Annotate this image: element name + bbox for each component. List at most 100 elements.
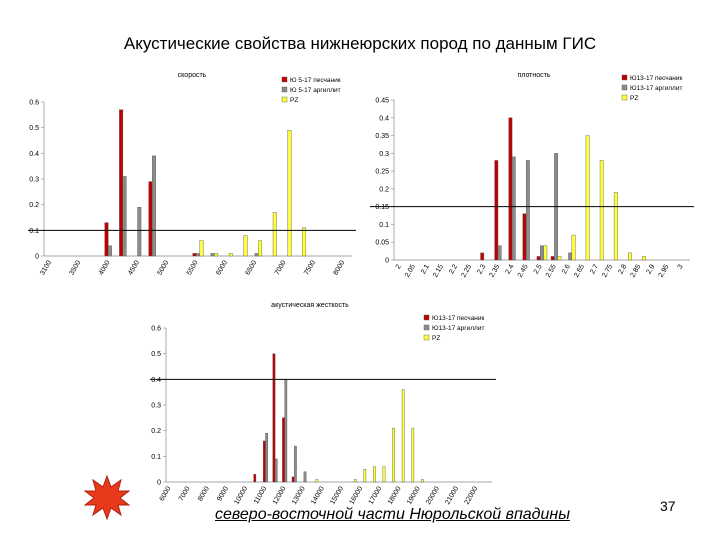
x-tick-label: 2.15 [432,263,445,278]
x-tick-label: 2.85 [630,263,643,278]
bar [411,427,415,483]
bar [642,256,646,261]
bar [353,479,357,483]
y-tick-label: 0.05 [375,240,389,247]
legend-label: Ю13-17 песчаник [432,315,485,322]
bar [228,253,233,257]
x-tick-label: 2.2 [448,263,459,275]
bar [536,256,541,261]
bar [613,192,618,261]
y-tick-label: 0.6 [151,326,161,333]
legend-swatch [621,94,628,101]
x-tick-label: 8000 [333,259,347,276]
bar [263,440,266,483]
bar [119,109,124,257]
x-tick-label: 18000 [387,485,403,505]
bar [585,135,590,261]
y-tick-label: 0.2 [29,202,39,209]
bar [628,252,632,261]
y-tick-label: 0.4 [379,115,389,122]
legend-label: Ю 5-17 аргиллит [290,87,341,94]
chart-title: акустическая жесткость [271,302,349,309]
x-tick-label: 20000 [425,485,441,505]
x-tick-label: 21000 [444,485,460,505]
chart-title: скорость [178,72,207,79]
bar [421,479,424,483]
page-number: 37 [660,498,676,514]
x-tick-label: 7500 [303,259,317,276]
legend-swatch [621,74,628,81]
x-tick-label: 2.1 [420,263,431,275]
x-tick-label: 2.45 [517,263,530,278]
bar [480,252,485,261]
slide-title: Акустические свойства нижнеюрских пород … [123,34,597,53]
x-tick-label: 19000 [406,485,422,505]
x-tick-label: 16000 [348,485,364,505]
y-tick-label: 0.3 [29,177,39,184]
x-tick-label: 22000 [464,485,480,505]
bar [210,253,215,257]
x-tick-label: 4000 [98,259,112,276]
x-tick-label: 6000 [215,259,229,276]
bar [571,234,576,261]
legend-swatch [423,324,430,331]
bar [152,155,156,257]
x-tick-label: 2.65 [573,263,586,278]
legend-swatch [423,334,430,341]
x-tick-label: 3100 [39,259,53,276]
x-tick-label: 6500 [245,259,259,276]
velocity-chart: скорость 0 0.1 0.2 0.3 0.4 0.5 0.6 3100 3500 4000 4… [28,72,356,276]
y-tick-label: 0.5 [151,351,161,358]
x-tick-label: 2.05 [404,263,417,278]
y-tick-label: 0.4 [29,151,39,158]
y-tick-label: 0.1 [29,228,39,235]
bar [401,389,405,483]
bar [148,181,153,257]
y-tick-label: 0.15 [375,204,389,211]
y-tick-label: 0.3 [151,403,161,410]
x-tick-label: 2.95 [658,263,671,278]
bar [540,245,544,261]
x-tick-label: 4500 [127,259,141,276]
y-tick-label: 0 [157,480,161,487]
bar [494,160,499,261]
x-tick-label: 2.7 [589,263,600,275]
x-tick-label: 2.9 [646,263,657,275]
bar [122,176,127,257]
x-tick-label: 11000 [253,485,269,505]
y-tick-label: 0.1 [151,454,161,461]
bar [192,253,197,257]
bar [287,130,292,257]
x-tick-label: 2.8 [617,263,628,275]
bar [508,117,513,261]
bar [511,156,516,261]
bar [243,235,248,257]
bar [214,253,219,257]
bar [272,353,276,483]
x-tick-label: 15000 [329,485,345,505]
bar [272,212,277,257]
x-tick-label: 2.25 [460,263,473,278]
y-tick-label: 0.2 [379,186,389,193]
y-tick-label: 0.5 [29,125,39,132]
legend-swatch [281,96,288,103]
bar [525,160,530,261]
bar [294,445,297,483]
x-tick-label: 2.6 [561,263,572,275]
y-tick-label: 0.4 [151,377,161,384]
bar [104,222,109,257]
legend-swatch [281,86,288,93]
bar [550,256,555,261]
y-tick-label: 0.2 [151,428,161,435]
bar [599,160,604,261]
legend-label: PZ [432,335,440,342]
y-tick-label: 0 [35,254,39,261]
x-tick-label: 5000 [157,259,171,276]
x-tick-label: 2.3 [476,263,487,275]
bar [284,379,288,483]
legend-label: Ю 5-17 песчаник [290,77,341,84]
bar [108,245,112,257]
x-tick-label: 13000 [291,485,307,505]
legend-label: PZ [290,97,298,104]
acoustic-impedance-chart: акустическая жесткость 0 0.1 0.2 0.3 0.4 0.5 0.… [150,302,496,506]
